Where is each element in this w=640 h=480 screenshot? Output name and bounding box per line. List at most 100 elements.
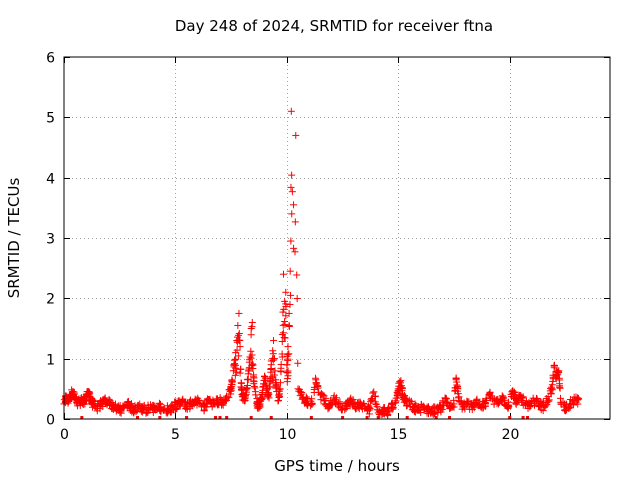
data-point bbox=[294, 359, 302, 367]
data-point bbox=[366, 405, 374, 413]
data-point bbox=[500, 400, 508, 408]
data-point bbox=[441, 395, 449, 403]
data-point bbox=[319, 391, 327, 399]
plot-frame bbox=[63, 56, 611, 420]
data-point bbox=[398, 387, 406, 395]
data-point bbox=[336, 398, 344, 406]
zero-value-marker bbox=[269, 416, 273, 419]
data-point bbox=[437, 408, 445, 416]
data-point bbox=[372, 401, 380, 409]
data-point bbox=[288, 171, 296, 179]
data-point bbox=[230, 361, 238, 369]
data-point bbox=[429, 410, 437, 418]
data-point bbox=[277, 368, 285, 376]
data-point bbox=[130, 407, 138, 415]
data-point bbox=[444, 398, 452, 406]
data-point bbox=[314, 382, 322, 390]
zero-value-marker bbox=[508, 416, 512, 419]
data-point bbox=[326, 401, 334, 409]
data-point bbox=[228, 378, 236, 386]
y-tick-label: 3 bbox=[46, 232, 55, 248]
data-point bbox=[231, 371, 239, 379]
data-point bbox=[566, 403, 574, 411]
data-point bbox=[473, 395, 481, 403]
data-point bbox=[249, 377, 257, 385]
data-point bbox=[276, 385, 284, 393]
data-point bbox=[281, 334, 289, 342]
data-point bbox=[283, 361, 291, 369]
data-point bbox=[221, 396, 229, 404]
data-point bbox=[270, 371, 278, 379]
data-point bbox=[279, 321, 287, 329]
zero-value-marker bbox=[309, 416, 313, 419]
zero-value-marker bbox=[158, 416, 162, 419]
data-point bbox=[85, 393, 93, 401]
data-point bbox=[478, 403, 486, 411]
data-point bbox=[265, 394, 273, 402]
data-point bbox=[526, 402, 534, 410]
data-point bbox=[282, 303, 290, 311]
data-point bbox=[518, 396, 526, 404]
data-point bbox=[278, 337, 286, 345]
data-point bbox=[572, 393, 580, 401]
data-points bbox=[60, 107, 583, 419]
data-point bbox=[248, 362, 256, 370]
data-point bbox=[175, 401, 183, 409]
data-point bbox=[233, 368, 241, 376]
zero-value-marker bbox=[376, 416, 380, 419]
data-point bbox=[287, 107, 295, 115]
data-point bbox=[210, 398, 218, 406]
data-point bbox=[176, 402, 184, 410]
data-point bbox=[550, 361, 558, 369]
x-tick-label: 15 bbox=[390, 427, 408, 443]
data-point bbox=[545, 397, 553, 405]
data-point bbox=[313, 379, 321, 387]
data-point bbox=[293, 295, 301, 303]
data-point bbox=[533, 394, 541, 402]
data-point bbox=[252, 391, 260, 399]
data-point bbox=[279, 329, 287, 337]
zero-value-marker bbox=[405, 416, 409, 419]
data-point bbox=[214, 400, 222, 408]
zero-value-marker bbox=[214, 416, 218, 419]
data-point bbox=[453, 383, 461, 391]
data-point bbox=[308, 399, 316, 407]
data-point bbox=[556, 383, 564, 391]
data-point bbox=[249, 361, 257, 369]
data-point bbox=[247, 354, 255, 362]
data-point bbox=[415, 406, 423, 414]
data-point bbox=[117, 409, 125, 417]
zero-value-marker bbox=[521, 416, 525, 419]
data-point bbox=[236, 336, 244, 344]
data-point bbox=[257, 396, 265, 404]
data-point bbox=[510, 388, 518, 396]
data-point bbox=[295, 385, 303, 393]
data-point bbox=[241, 394, 249, 402]
data-point bbox=[283, 378, 291, 386]
data-point bbox=[574, 394, 582, 402]
data-point bbox=[365, 410, 373, 418]
data-point bbox=[370, 388, 378, 396]
data-point bbox=[90, 397, 98, 405]
data-point bbox=[269, 350, 277, 358]
data-point bbox=[237, 385, 245, 393]
data-point bbox=[291, 248, 299, 256]
data-point bbox=[322, 394, 330, 402]
data-point bbox=[276, 379, 284, 387]
data-point bbox=[450, 403, 458, 411]
data-point bbox=[288, 188, 296, 196]
data-point bbox=[541, 403, 549, 411]
data-point bbox=[241, 395, 249, 403]
data-point bbox=[248, 318, 256, 326]
data-point bbox=[482, 395, 490, 403]
data-point bbox=[243, 381, 251, 389]
y-tick-label: 2 bbox=[46, 292, 55, 308]
data-point bbox=[226, 385, 234, 393]
y-tick-label: 6 bbox=[46, 51, 55, 67]
data-point bbox=[129, 408, 137, 416]
data-point bbox=[269, 337, 277, 345]
data-point bbox=[555, 367, 563, 375]
data-point bbox=[483, 396, 491, 404]
data-point bbox=[216, 394, 224, 402]
